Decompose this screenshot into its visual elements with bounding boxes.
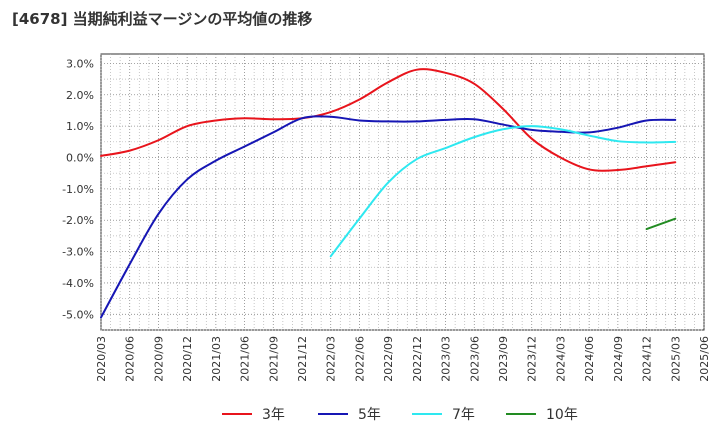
x-tick-label: 2022/09	[382, 336, 395, 382]
y-tick-label: 3.0%	[66, 57, 94, 70]
x-tick-label: 2021/03	[210, 336, 223, 382]
y-tick-label: -5.0%	[62, 308, 94, 321]
x-tick-label: 2021/12	[296, 336, 309, 382]
legend-label-2: 5年	[358, 407, 381, 423]
x-tick-label: 2023/03	[440, 336, 453, 382]
x-tick-label: 2020/03	[95, 336, 108, 382]
y-tick-label: 2.0%	[66, 89, 94, 102]
series-line-4	[645, 217, 677, 231]
y-tick-label: -3.0%	[62, 246, 94, 259]
x-tick-label: 2025/03	[669, 336, 682, 382]
x-tick-label: 2023/06	[468, 336, 481, 382]
x-tick-label: 2022/06	[353, 336, 366, 382]
y-tick-label: 1.0%	[66, 120, 94, 133]
x-tick-label: 2024/06	[583, 336, 596, 382]
x-tick-label: 2020/06	[124, 336, 137, 382]
x-tick-label: 2020/12	[181, 336, 194, 382]
x-tick-label: 2023/12	[526, 336, 539, 382]
y-tick-label: -4.0%	[62, 277, 94, 290]
x-tick-label: 2020/09	[152, 336, 165, 382]
y-tick-label: 0.0%	[66, 152, 94, 165]
x-tick-label: 2024/09	[612, 336, 625, 382]
x-tick-label: 2022/12	[411, 336, 424, 382]
series-line-1	[100, 68, 677, 172]
legend-label-4: 10年	[546, 407, 578, 423]
x-tick-label: 2023/09	[497, 336, 510, 382]
legend-label-1: 3年	[262, 407, 285, 423]
legend-label-3: 7年	[452, 407, 475, 423]
series-line-3	[329, 125, 677, 258]
x-tick-label: 2021/09	[267, 336, 280, 382]
x-tick-label: 2022/03	[325, 336, 338, 382]
chart-title: [4678] 当期純利益マージンの平均値の推移	[12, 10, 313, 28]
x-tick-label: 2025/06	[698, 336, 711, 382]
plot-area	[100, 53, 705, 331]
x-tick-label: 2024/12	[641, 336, 654, 382]
x-tick-label: 2021/06	[239, 336, 252, 382]
x-tick-label: 2024/03	[554, 336, 567, 382]
y-tick-label: -1.0%	[62, 183, 94, 196]
y-tick-label: -2.0%	[62, 214, 94, 227]
